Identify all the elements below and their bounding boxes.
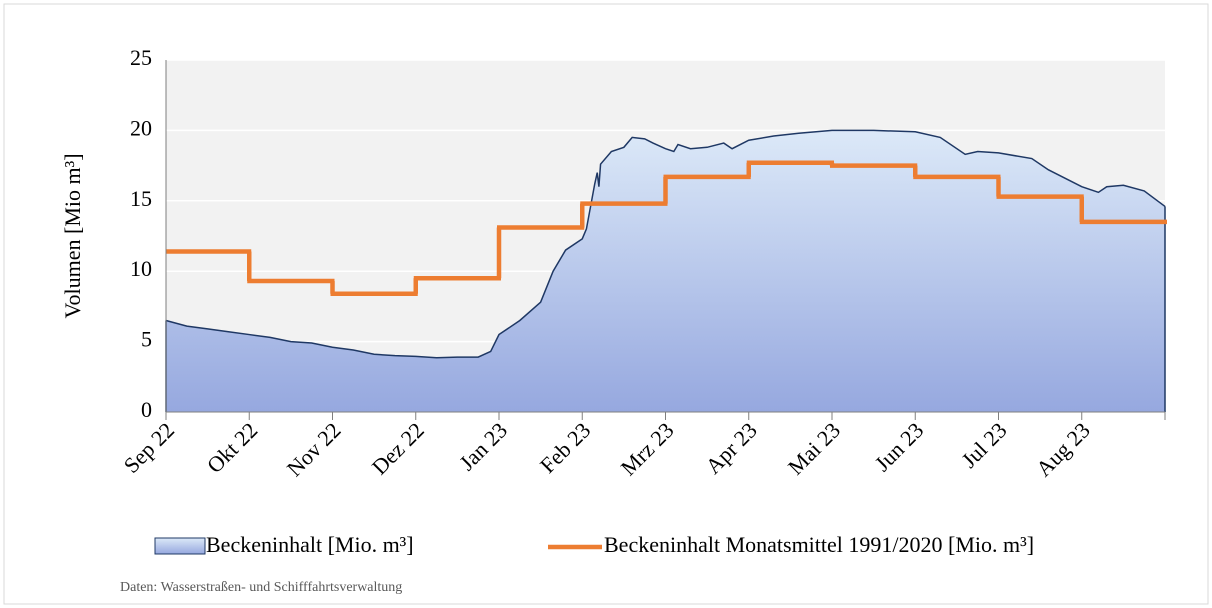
y-axis-label: Volumen [Mio m³] [60,153,85,318]
y-tick-label: 10 [130,256,152,281]
y-tick-label: 15 [130,186,152,211]
y-tick-label: 25 [130,45,152,70]
source: Daten: Wasserstraßen- und Schifffahrtsve… [120,580,402,595]
y-tick-label: 5 [141,327,152,352]
area-fill [166,130,1165,412]
y-tick-label: 20 [130,115,152,140]
area-line [165,129,1166,359]
legend-label: Beckeninhalt [Mio. m³] [206,532,414,557]
y-tick-label: 0 [141,397,152,422]
legend-swatch [154,537,206,555]
legend-label: Beckeninhalt Monatsmittel 1991/2020 [Mio… [604,532,1034,557]
